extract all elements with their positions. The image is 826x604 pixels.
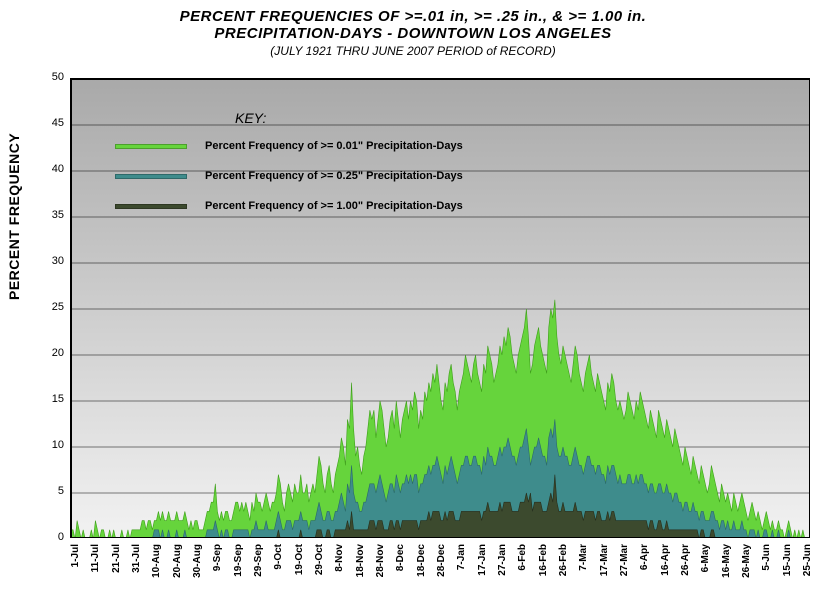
y-tick-label: 20 xyxy=(36,347,64,359)
legend: KEY: Percent Frequency of >= 0.01" Preci… xyxy=(115,110,463,230)
x-tick-label: 7-Mar xyxy=(578,544,589,584)
x-tick-label: 6-May xyxy=(700,544,711,584)
x-tick-label: 10-Aug xyxy=(151,544,162,584)
x-tick-label: 16-May xyxy=(721,544,732,584)
x-tick-label: 19-Oct xyxy=(294,544,305,584)
x-tick-label: 18-Nov xyxy=(355,544,366,584)
x-tick-label: 16-Feb xyxy=(538,544,549,584)
x-tick-label: 30-Aug xyxy=(192,544,203,584)
x-tick-label: 15-Jun xyxy=(782,544,793,584)
x-tick-label: 8-Nov xyxy=(334,544,345,584)
x-tick-label: 29-Sep xyxy=(253,544,264,584)
legend-label: Percent Frequency of >= 0.25" Precipitat… xyxy=(205,170,463,182)
x-tick-label: 28-Nov xyxy=(375,544,386,584)
x-tick-label: 16-Apr xyxy=(660,544,671,584)
x-tick-label: 17-Mar xyxy=(599,544,610,584)
x-tick-label: 8-Dec xyxy=(395,544,406,584)
y-axis-label: PERCENT FREQUENCY xyxy=(6,133,22,300)
y-tick-label: 40 xyxy=(36,163,64,175)
legend-swatch xyxy=(115,204,187,209)
y-tick-label: 5 xyxy=(36,485,64,497)
x-tick-label: 6-Feb xyxy=(517,544,528,584)
x-tick-label: 25-Jun xyxy=(802,544,813,584)
x-tick-label: 17-Jan xyxy=(477,544,488,584)
x-tick-label: 28-Dec xyxy=(436,544,447,584)
x-tick-label: 7-Jan xyxy=(456,544,467,584)
x-tick-label: 11-Jul xyxy=(90,544,101,584)
x-tick-label: 21-Jul xyxy=(111,544,122,584)
legend-swatch xyxy=(115,144,187,149)
x-tick-label: 26-May xyxy=(741,544,752,584)
title-block: PERCENT FREQUENCIES OF >=.01 in, >= .25 … xyxy=(0,0,826,58)
x-tick-label: 1-Jul xyxy=(70,544,81,584)
y-tick-label: 50 xyxy=(36,71,64,83)
legend-row: Percent Frequency of >= 1.00" Precipitat… xyxy=(115,200,463,212)
y-tick-label: 45 xyxy=(36,117,64,129)
x-tick-label: 19-Sep xyxy=(233,544,244,584)
legend-swatch xyxy=(115,174,187,179)
legend-label: Percent Frequency of >= 1.00" Precipitat… xyxy=(205,200,463,212)
x-tick-label: 27-Mar xyxy=(619,544,630,584)
x-tick-label: 27-Jan xyxy=(497,544,508,584)
x-tick-label: 18-Dec xyxy=(416,544,427,584)
x-tick-label: 9-Sep xyxy=(212,544,223,584)
y-tick-label: 15 xyxy=(36,393,64,405)
y-tick-label: 10 xyxy=(36,439,64,451)
y-tick-label: 25 xyxy=(36,301,64,313)
x-tick-label: 9-Oct xyxy=(273,544,284,584)
x-tick-label: 6-Apr xyxy=(639,544,650,584)
y-tick-label: 0 xyxy=(36,531,64,543)
y-tick-label: 35 xyxy=(36,209,64,221)
title-line-1: PERCENT FREQUENCIES OF >=.01 in, >= .25 … xyxy=(0,8,826,25)
x-tick-label: 29-Oct xyxy=(314,544,325,584)
x-tick-label: 31-Jul xyxy=(131,544,142,584)
y-tick-label: 30 xyxy=(36,255,64,267)
title-line-2: PRECIPITATION-DAYS - DOWNTOWN LOS ANGELE… xyxy=(0,25,826,42)
x-tick-label: 20-Aug xyxy=(172,544,183,584)
x-tick-label: 26-Feb xyxy=(558,544,569,584)
legend-title: KEY: xyxy=(235,110,463,126)
legend-row: Percent Frequency of >= 0.25" Precipitat… xyxy=(115,170,463,182)
legend-label: Percent Frequency of >= 0.01" Precipitat… xyxy=(205,140,463,152)
subtitle: (JULY 1921 THRU JUNE 2007 PERIOD of RECO… xyxy=(0,44,826,58)
x-tick-label: 26-Apr xyxy=(680,544,691,584)
legend-row: Percent Frequency of >= 0.01" Precipitat… xyxy=(115,140,463,152)
x-tick-label: 5-Jun xyxy=(761,544,772,584)
